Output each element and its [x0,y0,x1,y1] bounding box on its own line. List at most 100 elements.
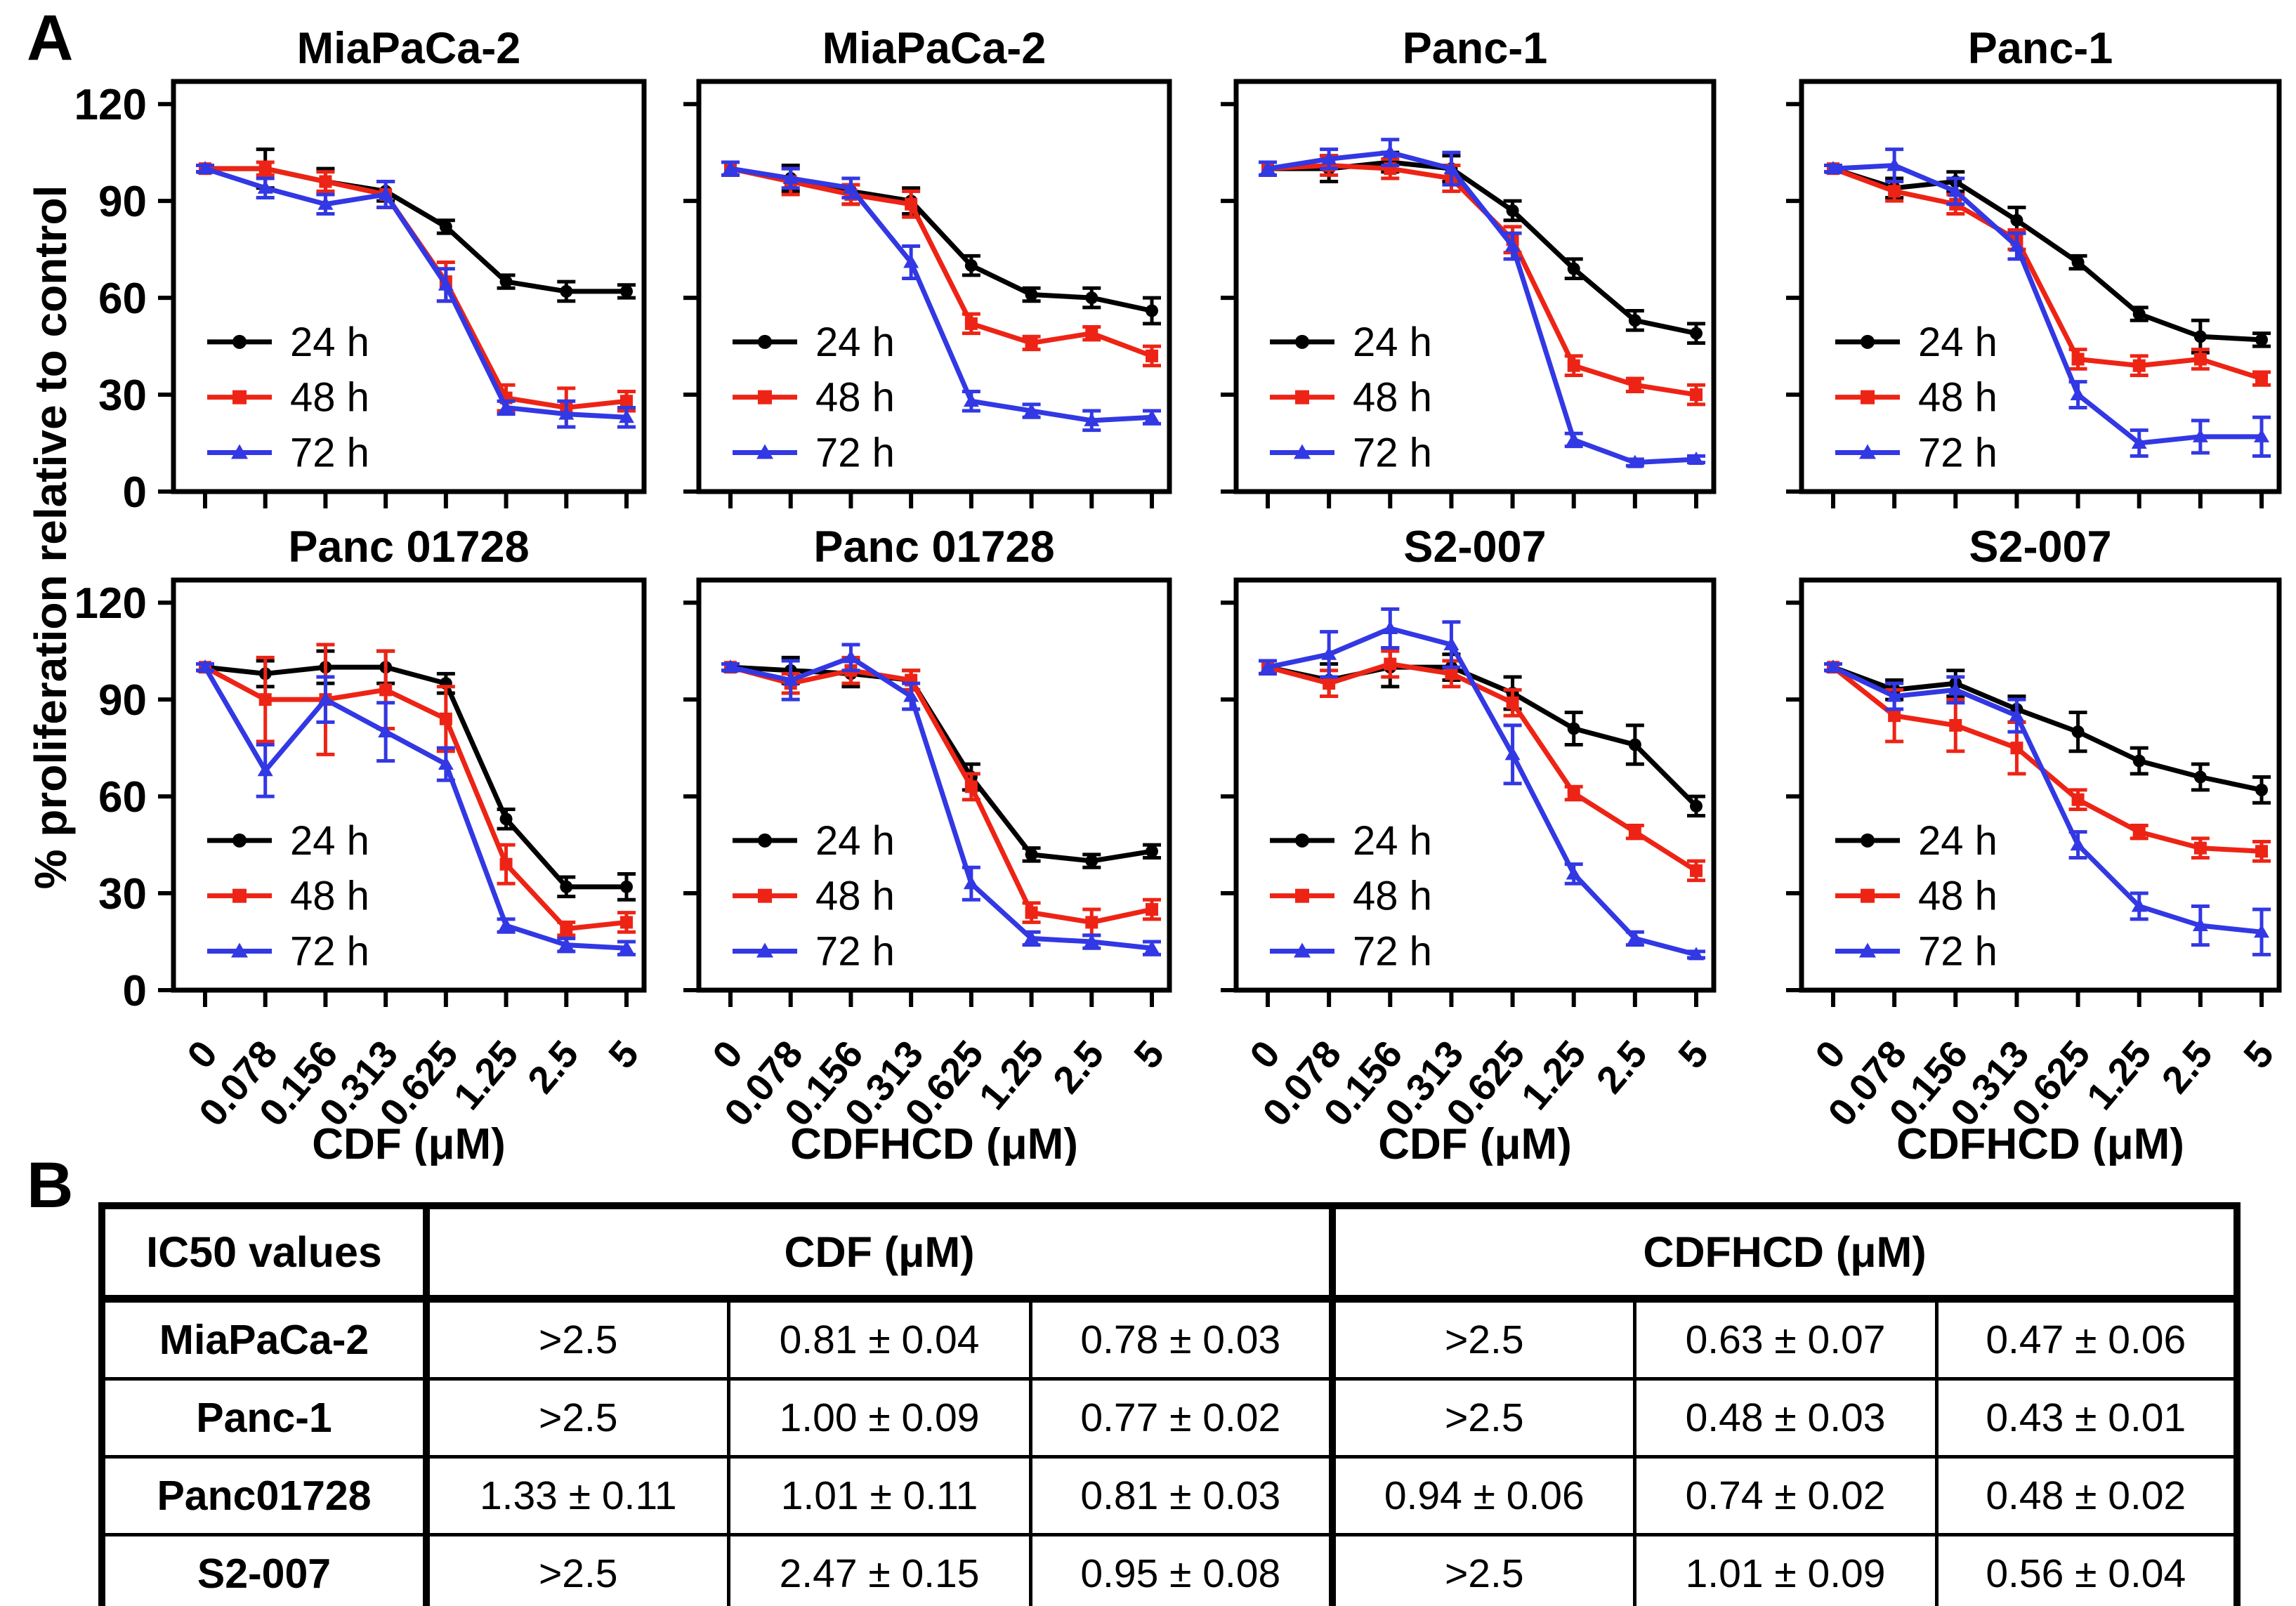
x-tick-label: 0 [178,1032,225,1077]
x-tick-label: 0 [1241,1032,1288,1077]
table-cell: >2.5 [1329,1297,1636,1381]
table-cell: 0.74 ± 0.02 [1632,1455,1939,1536]
legend-entry-72h: 72 h [207,929,369,975]
table-header-row: IC50 values CDF (μM) CDFHCD (μM) [100,1204,2239,1303]
x-tick-label: 1.25 [445,1032,526,1118]
series-72h [721,643,1161,956]
chart-title: S2-007 [1403,522,1546,572]
x-tick-label: 2.5 [1044,1032,1113,1101]
legend-label: 24 h [815,818,895,864]
table-cell: >2.5 [1329,1533,1636,1606]
x-tick-label: 5 [1125,1032,1172,1077]
legend-entry-48h: 48 h [207,375,369,421]
legend-label: 72 h [1353,430,1432,476]
x-tick-label: 2.5 [2153,1032,2221,1101]
series-72h [721,160,1161,433]
legend-label: 72 h [1918,430,1997,476]
legend-entry-24h: 24 h [733,320,895,365]
legend-label: 72 h [1918,929,1997,975]
chart-0: MiaPaCa-2 0 30 60 90 120 24 h 48 h 72 h [74,24,647,517]
y-tick-label: 0 [123,967,147,1015]
legend-entry-72h: 72 h [733,430,895,476]
series-48h [1259,154,1705,407]
legend-label: 48 h [1918,874,1997,919]
legend-label: 72 h [815,929,895,975]
panel-b-label: B [27,1150,74,1221]
table-cell: 0.43 ± 0.01 [1934,1377,2239,1459]
series-48h [1824,661,2271,863]
panel-a-label: A [27,2,74,74]
y-tick-label: 0 [123,468,147,517]
legend-label: 48 h [815,375,895,421]
chart-3: Panc-1 24 h 48 h 72 h [1786,24,2282,508]
x-tick-label: 5 [1669,1032,1717,1077]
x-tick-label: 1.25 [2078,1032,2160,1118]
table-cell: 0.48 ± 0.03 [1632,1377,1939,1459]
legend-entry-24h: 24 h [207,818,369,864]
x-tick-label: 2.5 [1587,1032,1655,1101]
legend-label: 48 h [1353,375,1432,421]
legend-entry-48h: 48 h [1270,375,1432,421]
x-axis-title: CDF (μM) [312,1120,506,1166]
legend-label: 24 h [1353,818,1432,864]
table-cell: 0.81 ± 0.03 [1028,1455,1334,1536]
x-tick-label: 2.5 [519,1032,587,1101]
table-cell: 0.47 ± 0.06 [1934,1297,2239,1381]
series-72h [1259,607,1705,961]
y-tick-label: 60 [98,275,147,323]
table-cell: >2.5 [424,1377,730,1459]
row-label: MiaPaCa-2 [100,1297,430,1381]
legend-entry-72h: 72 h [1835,430,1997,476]
legend-entry-24h: 24 h [1270,320,1432,365]
legend-label: 72 h [815,430,895,476]
table-cell: 0.56 ± 0.04 [1934,1533,2239,1606]
table-group-header-cdfhcd: CDFHCD (μM) [1329,1204,2239,1303]
table-row: Panc01728 1.33 ± 0.11 1.01 ± 0.11 0.81 ±… [100,1455,2239,1536]
ic50-table: IC50 values CDF (μM) CDFHCD (μM) MiaPaCa… [98,1202,2241,1606]
chart-title: Panc-1 [1968,24,2113,73]
row-label: Panc01728 [100,1455,430,1536]
legend-entry-72h: 72 h [733,929,895,975]
x-axis-title: CDFHCD (μM) [1896,1120,2184,1166]
legend-label: 48 h [290,874,369,919]
legend-entry-24h: 24 h [1835,320,1997,365]
series-48h [1259,649,1705,883]
x-axis-title: CDFHCD (μM) [790,1120,1078,1166]
x-axis-title: CDF (μM) [1378,1120,1572,1166]
legend-entry-24h: 24 h [733,818,895,864]
table-cell: >2.5 [424,1533,730,1606]
chart-2: Panc-1 24 h 48 h 72 h [1221,24,1717,508]
chart-1: MiaPaCa-2 24 h 48 h 72 h [683,24,1172,508]
table-cell: 1.33 ± 0.11 [424,1455,730,1536]
legend-entry-48h: 48 h [733,874,895,919]
legend-label: 24 h [1918,818,1997,864]
legend-label: 48 h [815,874,895,919]
table-cell: 0.77 ± 0.02 [1028,1377,1334,1459]
table-row: Panc-1 >2.5 1.00 ± 0.09 0.77 ± 0.02 >2.5… [100,1377,2239,1459]
legend-entry-24h: 24 h [207,320,369,365]
series-72h [1824,659,2271,956]
row-label: Panc-1 [100,1377,430,1459]
chart-title: MiaPaCa-2 [822,24,1047,73]
table-cell: 0.48 ± 0.02 [1934,1455,2239,1536]
table-cell: 0.78 ± 0.03 [1028,1297,1334,1381]
series-48h [721,160,1161,368]
table-cell: 0.81 ± 0.04 [726,1297,1032,1381]
legend-label: 48 h [290,375,369,421]
x-tick-label: 1.25 [1513,1032,1594,1118]
chart-title: S2-007 [1969,522,2111,572]
legend-label: 72 h [290,929,369,975]
table-cell: >2.5 [424,1297,730,1381]
y-tick-label: 30 [98,870,147,919]
legend-entry-72h: 72 h [1270,430,1432,476]
table-cell: 2.47 ± 0.15 [726,1533,1032,1606]
legend-label: 24 h [1353,320,1432,365]
x-tick-label: 1.25 [970,1032,1051,1118]
legend-label: 72 h [1353,929,1432,975]
table-group-header-cdf: CDF (μM) [424,1204,1334,1303]
